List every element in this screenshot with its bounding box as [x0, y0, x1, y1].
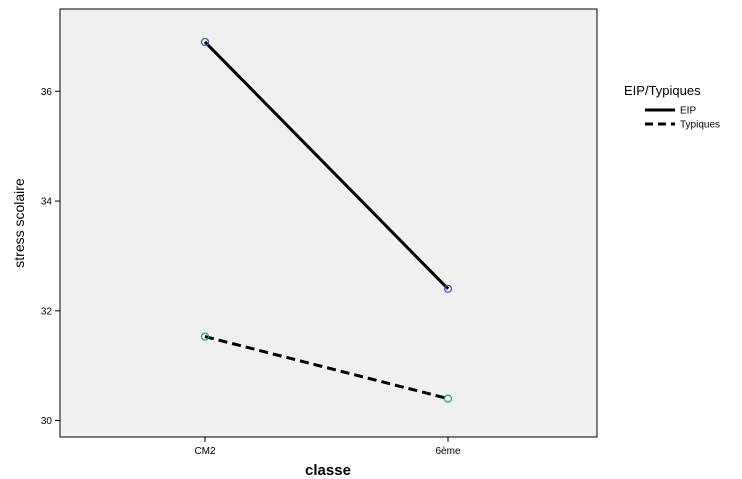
x-tick-label: 6ème	[435, 446, 460, 457]
series-layer	[200, 37, 453, 403]
y-tick-label: 36	[41, 87, 53, 98]
y-axis: 30 32 34 36	[41, 87, 60, 427]
y-tick-label: 32	[41, 306, 53, 317]
legend-title: EIP/Typiques	[624, 83, 701, 98]
legend-label-eip: EIP	[680, 106, 696, 117]
x-tick-label: CM2	[194, 446, 216, 457]
legend-items: EIP Typiques	[645, 106, 720, 131]
legend: EIP/Typiques EIP Typiques	[624, 83, 720, 131]
y-tick-label: 34	[41, 197, 53, 208]
data-point-eip	[443, 284, 453, 293]
x-axis: CM2 6ème	[194, 437, 461, 457]
data-point-typiques	[443, 394, 453, 403]
data-point-typiques	[200, 332, 210, 341]
x-axis-title: classe	[305, 462, 351, 479]
series-line-eip	[203, 40, 450, 290]
y-axis-title: stress scolaire	[11, 178, 27, 268]
plot-area	[59, 8, 598, 438]
y-tick-label: 30	[41, 416, 53, 427]
legend-label-typiques: Typiques	[680, 120, 720, 131]
data-point-eip	[200, 37, 210, 47]
